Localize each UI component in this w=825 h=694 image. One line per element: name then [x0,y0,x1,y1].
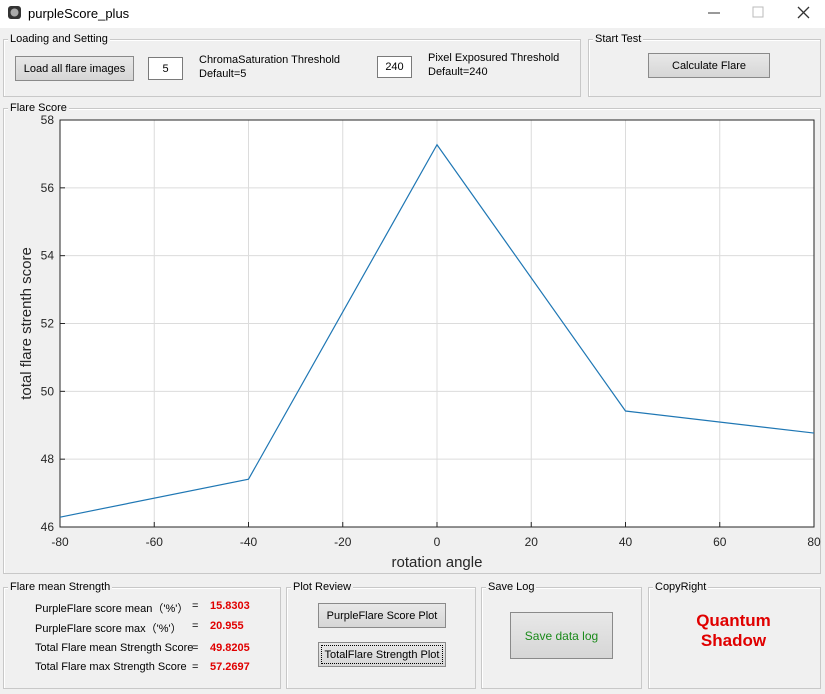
chroma-label: ChromaSaturation Threshold [199,54,341,66]
chroma-default: Default=5 [199,68,247,80]
panel-title: Save Log [486,581,537,593]
row-value: 57.2697 [210,661,250,673]
loading-panel: Loading and Setting [3,33,581,97]
app-icon [8,6,21,19]
plot-panel: Flare Score [3,102,821,574]
row-label: PurpleFlare score mean（'%'） [35,603,189,615]
row-label: PurpleFlare score max（'%'） [35,623,182,635]
purple-plot-button[interactable]: PurpleFlare Score Plot [318,603,446,628]
panel-title: Loading and Setting [8,33,110,45]
load-button[interactable]: Load all flare images [15,56,134,81]
row-value: 15.8303 [210,600,250,612]
review-panel: Plot Review [286,581,476,689]
strength-panel: Flare mean Strength [3,581,281,689]
window-title: purpleScore_plus [28,6,130,21]
row-label: Total Flare mean Strength Score [35,642,194,654]
copyright-panel: CopyRight [648,581,821,689]
panel-title: CopyRight [653,581,709,593]
start-panel: Start Test [588,33,821,97]
panel-title: Flare Score [8,102,69,114]
pixel-label: Pixel Exposured Threshold [428,52,560,64]
row-equals: = [192,620,199,632]
copyright-line: Shadow [700,631,767,650]
calculate-button[interactable]: Calculate Flare [648,53,770,78]
window-controls[interactable] [700,4,820,24]
pixel-default: Default=240 [428,66,488,78]
title-bar [0,0,825,28]
panel-title: Start Test [593,33,644,45]
row-equals: = [192,600,199,612]
save-panel: Save Log [481,581,642,689]
row-equals: = [192,642,199,654]
save-button[interactable]: Save data log [510,612,613,659]
total-plot-button[interactable]: TotalFlare Strength Plot [318,642,446,667]
row-equals: = [192,661,199,673]
copyright-line: Quantum [696,611,771,630]
row-label: Total Flare max Strength Score [35,661,187,673]
row-value: 20.955 [210,620,244,632]
pixel-input[interactable]: 240 [377,56,412,78]
panel-title: Plot Review [291,581,354,593]
row-value: 49.8205 [210,642,250,654]
chroma-input[interactable]: 5 [148,57,183,80]
panel-title: Flare mean Strength [8,581,113,593]
